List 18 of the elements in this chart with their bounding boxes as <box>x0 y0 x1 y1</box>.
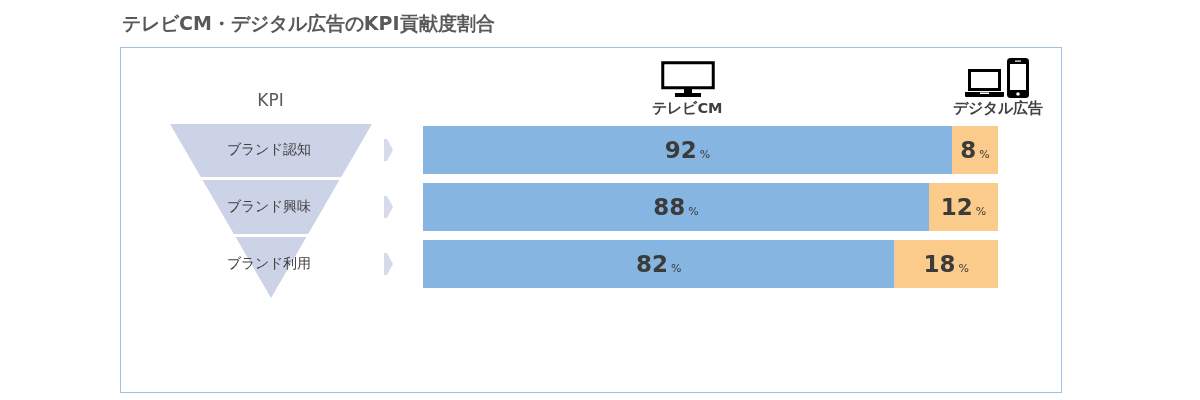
bar <box>929 183 998 231</box>
y-axis-title: KPI <box>257 90 284 110</box>
bar <box>423 183 929 231</box>
data-label: 12% <box>940 194 987 220</box>
bar <box>894 240 998 288</box>
bar <box>423 126 952 174</box>
data-label: 92% <box>664 137 711 163</box>
y-tick-label: ブランド興味 <box>226 198 311 214</box>
data-label: 8% <box>960 137 990 163</box>
bar <box>423 240 895 288</box>
data-label: 18% <box>923 251 969 277</box>
data-label: 88% <box>653 194 699 220</box>
y-tick-label: ブランド利用 <box>226 255 311 271</box>
series-label: デジタル広告 <box>953 98 1043 116</box>
chart-title: テレビCM・デジタル広告のKPI貢献度割合 <box>122 11 495 35</box>
y-tick-label: ブランド認知 <box>226 141 311 157</box>
series-label: テレビCM <box>652 99 723 116</box>
data-label: 82% <box>636 251 682 277</box>
